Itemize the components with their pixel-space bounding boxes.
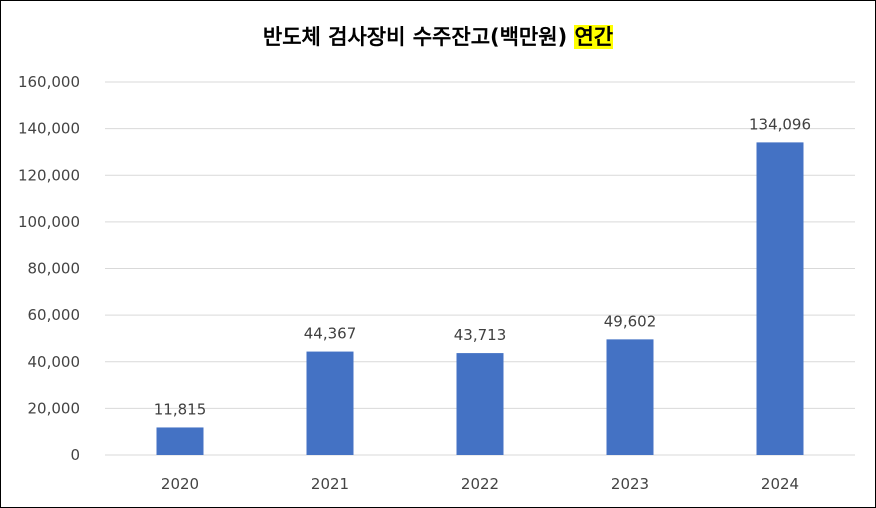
y-tick-label: 20,000 — [28, 399, 81, 417]
data-label-2024: 134,096 — [749, 115, 811, 133]
y-tick-label: 40,000 — [28, 353, 81, 371]
data-label-2022: 43,713 — [454, 326, 507, 344]
bar-2024 — [756, 142, 804, 455]
chart-title-text: 반도체 검사장비 수주잔고(백만원) — [262, 25, 568, 49]
bar-2021 — [306, 351, 354, 455]
y-tick-label: 140,000 — [18, 120, 80, 138]
y-tick-label: 0 — [70, 446, 80, 464]
x-tick-label-2021: 2021 — [311, 475, 349, 493]
chart-title-highlight: 연간 — [574, 25, 614, 49]
x-tick-label-2020: 2020 — [161, 475, 199, 493]
y-tick-label: 100,000 — [18, 213, 80, 231]
y-tick-label: 80,000 — [28, 260, 81, 278]
bar-2022 — [456, 353, 504, 455]
data-label-2021: 44,367 — [304, 325, 357, 343]
data-label-2020: 11,815 — [154, 400, 207, 418]
y-tick-label: 120,000 — [18, 166, 80, 184]
y-tick-label: 160,000 — [18, 73, 80, 91]
x-tick-label-2023: 2023 — [611, 475, 649, 493]
data-label-2023: 49,602 — [604, 312, 657, 330]
x-tick-label-2024: 2024 — [761, 475, 799, 493]
chart-title: 반도체 검사장비 수주잔고(백만원) 연간 — [1, 21, 875, 51]
x-tick-label-2022: 2022 — [461, 475, 499, 493]
bar-2020 — [156, 427, 204, 455]
bar-2023 — [606, 339, 654, 455]
y-tick-label: 60,000 — [28, 306, 81, 324]
